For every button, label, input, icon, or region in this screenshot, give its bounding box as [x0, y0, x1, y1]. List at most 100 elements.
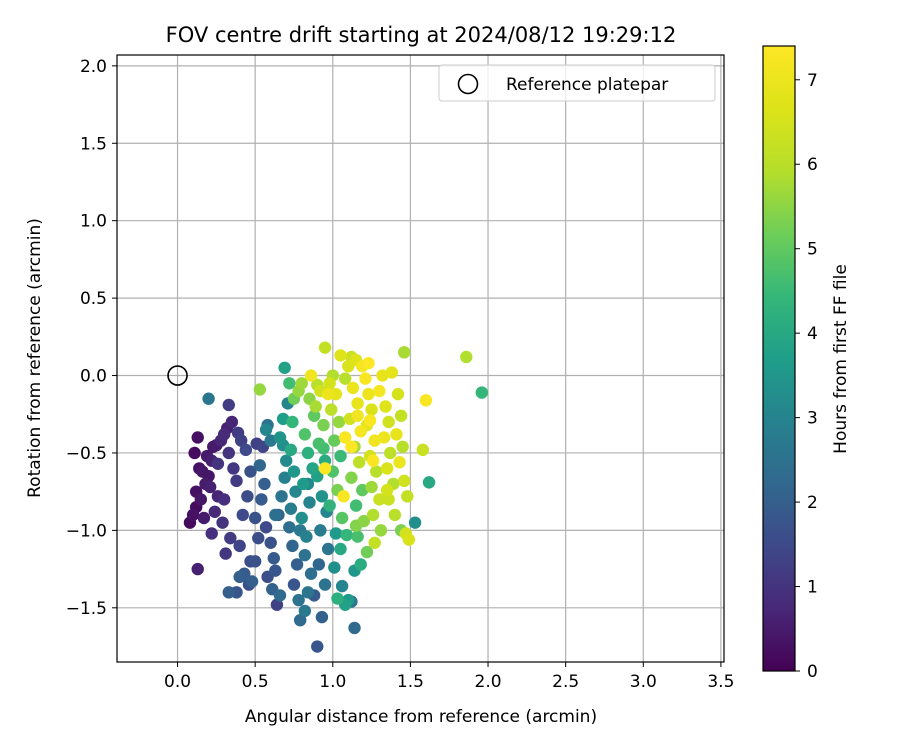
- scatter-point: [354, 425, 367, 438]
- scatter-point: [259, 423, 273, 436]
- scatter-point: [315, 490, 329, 503]
- scatter-point: [397, 346, 411, 359]
- scatter-point: [253, 383, 267, 396]
- scatter-point: [416, 443, 430, 457]
- scatter-point: [276, 412, 290, 426]
- scatter-point: [245, 575, 259, 588]
- scatter-point: [306, 462, 319, 475]
- scatter-point: [194, 493, 208, 506]
- scatter-point: [370, 465, 383, 478]
- scatter-point: [304, 369, 318, 382]
- scatter-point: [377, 431, 391, 444]
- scatter-point: [239, 443, 253, 457]
- scatter-point: [205, 527, 218, 540]
- scatter-point: [286, 415, 299, 429]
- scatter-point: [396, 440, 409, 453]
- colorbar-tick-label: 1: [807, 578, 818, 598]
- scatter-point: [225, 415, 239, 429]
- scatter-point: [376, 369, 389, 382]
- y-tick-label: 1.0: [80, 212, 107, 232]
- scatter-point: [351, 530, 364, 543]
- scatter-point: [278, 471, 291, 484]
- scatter-point: [317, 418, 330, 432]
- scatter-point: [397, 474, 411, 488]
- scatter-point: [273, 431, 287, 444]
- scatter-point: [255, 493, 268, 506]
- scatter-point: [289, 485, 302, 498]
- scatter-point: [287, 578, 301, 591]
- scatter-point: [259, 521, 273, 534]
- scatter-point: [284, 502, 298, 515]
- scatter-point: [292, 593, 305, 607]
- scatter-point: [303, 496, 316, 509]
- scatter-point: [380, 483, 394, 497]
- colorbar-label: Hours from first FF file: [831, 264, 851, 454]
- scatter-point: [391, 387, 405, 401]
- scatter-point: [227, 462, 240, 475]
- scatter-point: [363, 414, 377, 427]
- scatter-point: [379, 400, 392, 413]
- colorbar-gradient: [762, 45, 796, 672]
- y-tick-label: −1.5: [66, 599, 107, 619]
- scatter-point: [329, 527, 343, 540]
- scatter-point: [354, 558, 367, 571]
- scatter-point: [230, 474, 243, 488]
- scatter-point: [269, 508, 282, 522]
- scatter-point: [304, 567, 318, 580]
- scatter-point: [298, 604, 312, 618]
- scatter-point: [222, 446, 235, 460]
- scatter-point: [236, 508, 249, 522]
- scatter-point: [373, 493, 386, 506]
- scatter-point: [287, 465, 301, 478]
- scatter-point: [234, 434, 248, 447]
- scatter-point: [385, 366, 398, 379]
- scatter-point: [337, 490, 350, 503]
- colorbar-tick-label: 5: [807, 240, 818, 260]
- scatter-point: [301, 586, 315, 599]
- points-layer: [167, 341, 489, 653]
- scatter-point: [365, 480, 378, 494]
- scatter-point: [384, 446, 397, 460]
- scatter-point: [321, 387, 335, 401]
- scatter-point: [258, 477, 271, 491]
- chart-title: FOV centre drift starting at 2024/08/12 …: [166, 23, 677, 47]
- scatter-point: [314, 524, 327, 537]
- scatter-point: [307, 409, 321, 422]
- scatter-point: [345, 440, 358, 453]
- scatter-point: [217, 493, 231, 506]
- y-tick-label: −0.5: [66, 444, 107, 464]
- scatter-point: [339, 372, 352, 385]
- x-tick-label: 3.5: [707, 672, 734, 692]
- scatter-point: [244, 465, 257, 478]
- scatter-point: [382, 415, 395, 429]
- colorbar-tick-label: 3: [807, 409, 818, 429]
- colorbar-ticks: 0 1 2 3 4 5 6 7: [795, 71, 818, 682]
- scatter-point: [323, 377, 336, 390]
- colorbar-tick-label: 4: [807, 324, 818, 344]
- scatter-point: [368, 536, 381, 549]
- scatter-point: [219, 547, 232, 560]
- scatter-point: [359, 372, 372, 385]
- scatter-point: [191, 431, 204, 444]
- scatter-point: [208, 505, 222, 518]
- scatter-point: [357, 514, 371, 528]
- scatter-point: [362, 356, 375, 370]
- scatter-point: [332, 415, 346, 429]
- scatter-point: [390, 428, 403, 441]
- scatter-point: [356, 483, 369, 497]
- scatter-point: [380, 462, 394, 475]
- scatter-point: [298, 428, 312, 441]
- ticks-layer: 0.0 0.5 1.0 1.5 2.0 2.5 3.0 3.5 −1.5 −1.0 −0.5 0.0 0…: [66, 57, 735, 692]
- x-tick-label: 2.0: [475, 672, 502, 692]
- scatter-point: [267, 552, 280, 565]
- scatter-point: [362, 387, 375, 401]
- scatter-point: [269, 564, 282, 577]
- scatter-point: [346, 381, 360, 395]
- scatter-point: [264, 536, 277, 549]
- reference-platepar-marker: [167, 365, 188, 386]
- scatter-point: [374, 524, 388, 537]
- scatter-point: [334, 449, 347, 463]
- scatter-point: [393, 456, 406, 469]
- scatter-point: [368, 434, 381, 447]
